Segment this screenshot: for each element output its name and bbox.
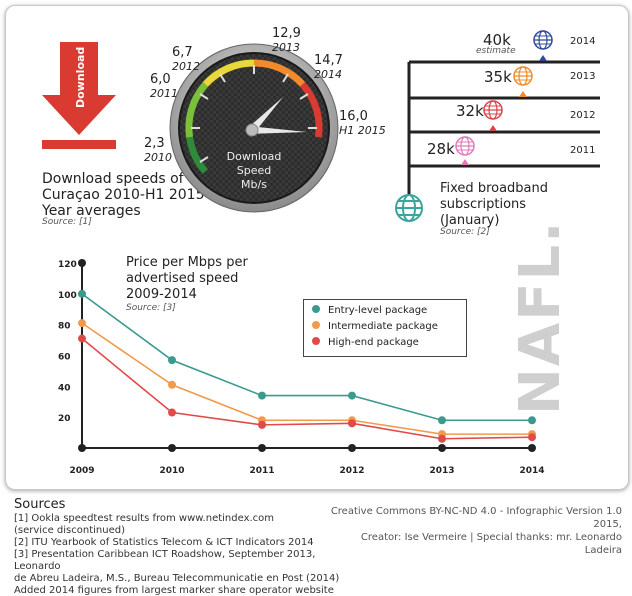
x-axis-marker [168,444,176,452]
broadband-year-2011: 2011 [570,145,596,156]
legend-swatch [312,305,320,313]
speed-label-2014: 14,7 2014 [314,53,343,82]
gauge-label-line2: Speed [237,164,271,177]
data-point [438,416,446,425]
data-point [348,419,356,428]
data-point [78,289,86,298]
y-tick-label: 100 [58,291,77,301]
sources-section: Sources [1] Ookla speedtest results from… [14,497,344,596]
y-tick-label: 120 [58,260,77,270]
globe-icon-2011 [455,136,475,165]
source-line: [2] ITU Yearbook of Statistics Telecom &… [14,537,314,548]
broadband-year-2013: 2013 [570,71,596,82]
chart-legend: Entry-level package Intermediate package… [303,299,467,357]
data-point [168,356,176,365]
sources-title: Sources [14,497,66,512]
gauge-label-line3: Mb/s [241,178,267,191]
price-chart-title: Price per Mbps per advertised speed 2009… [126,255,248,302]
data-point [438,434,446,443]
data-point [528,433,536,442]
legend-item-entry: Entry-level package [312,304,427,318]
broadband-value-2014: 40k [483,31,511,49]
download-source: Source: [1] [42,217,92,227]
speed-label-h1-2015: 16,0 H1 2015 [339,109,386,138]
speed-label-2011: 6,0 2011 [150,72,178,101]
broadband-value-2012: 32k [456,102,484,120]
speed-label-2013: 12,9 2013 [272,26,301,55]
broadband-value-2013: 35k [484,68,512,86]
y-tick-label: 80 [58,322,71,332]
x-tick-label: 2012 [339,466,364,476]
x-tick-label: 2010 [159,466,184,476]
globe-icon-2014 [533,30,553,61]
gauge-label-line1: Download [227,150,282,163]
x-tick-label: 2013 [429,466,454,476]
data-point [78,334,86,343]
legend-item-high-end: High-end package [312,336,419,350]
x-axis-marker [528,444,536,452]
series-line [81,322,532,435]
data-point [528,416,536,425]
credits-line2: Creator: Ise Vermeire | Special thanks: … [360,532,622,556]
broadband-source: Source: [2] [440,227,490,237]
x-tick-label: 2011 [249,466,274,476]
data-point [78,319,86,328]
broadband-value-2011: 28k [427,140,455,158]
broadband-title: Fixed broadband subscriptions (January) [440,181,549,228]
source-line: [1] Ookla speedtest results from www.net… [14,513,275,524]
y-tick-label: 60 [58,353,71,363]
broadband-note-2014: estimate [476,46,516,56]
x-axis-marker [258,444,266,452]
broadband-year-2012: 2012 [570,110,596,121]
price-line-chart: 20 40 60 80 100 120 2009 2010 2011 2012 2013 2014 [58,259,545,476]
legend-swatch [312,337,320,345]
x-axis-marker [78,444,86,452]
source-line: [3] Presentation Caribbean ICT Roadshow,… [14,549,316,572]
broadband-year-2014: 2014 [570,36,596,47]
data-point [168,380,176,389]
source-line: de Abreu Ladeira, M.S., Bureau Telecommu… [14,573,340,584]
x-tick-label: 2009 [69,466,94,476]
legend-item-intermediate: Intermediate package [312,320,438,334]
y-tick-label: 40 [58,383,71,393]
price-chart-source: Source: [3] [126,303,176,313]
download-title: Download speeds of Curaçao 2010-H1 2015 … [42,171,205,219]
globe-icon-2013 [513,66,533,97]
series-line [81,337,533,440]
data-point [168,408,176,417]
download-arrow-label: Download [74,47,87,108]
y-tick-label: 20 [58,414,71,424]
globe-icon-2012 [483,100,503,131]
source-line: Added 2014 figures from largest marker s… [14,585,334,596]
broadband-graphic [395,30,600,222]
speed-gauge: Download Speed Mb/s [169,43,339,213]
legend-swatch [312,321,320,329]
data-point [258,420,266,429]
x-tick-label: 2014 [519,466,544,476]
x-axis-marker [348,444,356,452]
y-axis-cap [78,259,86,267]
download-arrow-icon: Download [42,42,116,149]
speed-label-2010: 2,3 2010 [144,136,172,165]
source-line: (service discontinued) [14,525,125,536]
globe-icon [395,194,423,222]
speed-label-2012: 6,7 2012 [172,45,200,74]
data-point [348,391,356,400]
credits-line1: Creative Commons BY-NC-ND 4.0 - Infograp… [330,506,622,530]
x-axis-marker [438,444,446,452]
data-point [258,391,266,400]
series-line [81,293,532,422]
credits: Creative Commons BY-NC-ND 4.0 - Infograp… [330,505,622,557]
